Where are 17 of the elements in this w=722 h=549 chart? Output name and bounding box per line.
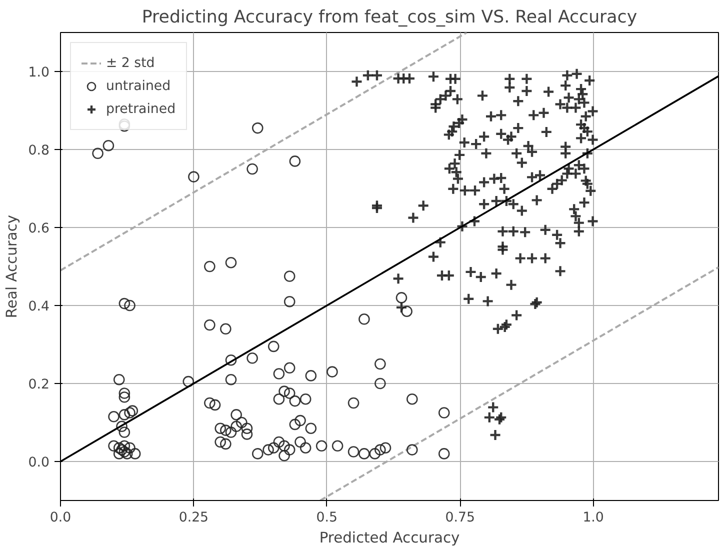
legend-label: ± 2 std: [106, 56, 155, 70]
y-tick-label: 1.0: [28, 66, 50, 80]
y-tick-label: 0.2: [28, 378, 50, 392]
x-tick-label: 0.5: [316, 510, 338, 526]
x-tick-label: 0.75: [445, 510, 475, 526]
x-axis-title: Predicted Accuracy: [319, 530, 460, 546]
legend-label: pretrained: [106, 102, 176, 116]
y-axis-title: Real Accuracy: [3, 214, 20, 318]
x-tick-label: 0.25: [178, 510, 209, 526]
y-tick-label: 0.6: [28, 222, 50, 236]
x-tick-label: 0.0: [50, 510, 72, 526]
y-tick-label: 0.4: [28, 300, 50, 314]
y-tick-label: 0.8: [28, 144, 50, 158]
chart-title: Predicting Accuracy from feat_cos_sim VS. Real Accuracy: [142, 8, 638, 28]
legend-label: untrained: [106, 78, 171, 94]
y-tick-label: 0.0: [28, 456, 50, 470]
x-tick-label: 1.0: [582, 510, 604, 526]
